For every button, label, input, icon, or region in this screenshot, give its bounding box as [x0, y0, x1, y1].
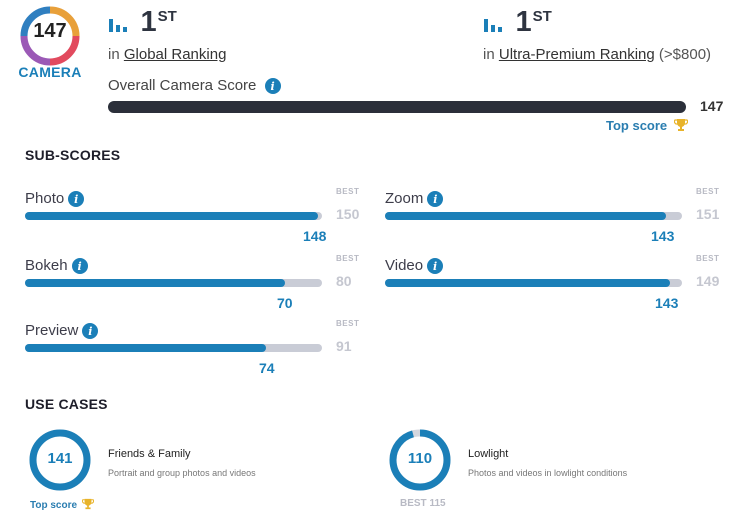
usecase-best-label: BEST 115 — [400, 498, 446, 509]
overall-score-label: Overall Camera Score i — [108, 77, 281, 95]
ranking-bars-icon — [109, 19, 127, 32]
global-rank-suffix: ST — [157, 8, 177, 25]
subscore-fill — [25, 212, 319, 220]
best-value: 149 — [696, 273, 720, 289]
subscore-value: 70 — [277, 295, 293, 311]
info-icon[interactable]: i — [427, 258, 444, 275]
info-icon[interactable]: i — [71, 258, 88, 275]
usecase-title: Lowlight — [468, 448, 509, 460]
overall-top-score: Top score — [606, 117, 688, 135]
best-value: 91 — [336, 338, 352, 354]
subscore-fill — [385, 212, 667, 220]
usecase-ring — [389, 429, 451, 491]
subscore-label-text: Photo — [25, 190, 65, 207]
global-rank: 1ST — [108, 6, 177, 39]
info-icon[interactable]: i — [264, 78, 281, 95]
trophy-icon — [673, 119, 688, 131]
subscore-value: 74 — [259, 360, 275, 376]
best-label: BEST — [696, 187, 720, 196]
subscore-label-text: Preview — [25, 322, 79, 339]
segment-rank-number: 1 — [515, 6, 532, 38]
ultra-premium-ranking-link[interactable]: Ultra-Premium Ranking — [498, 46, 655, 63]
segment-rank-prefix: in — [483, 46, 495, 63]
subscore-track — [25, 344, 322, 352]
trophy-icon — [81, 498, 94, 510]
subscore-label: Photo i — [25, 190, 85, 208]
subscore-value: 143 — [655, 295, 679, 311]
subscore-fill — [25, 344, 267, 352]
subscore-label: Preview i — [25, 322, 99, 340]
badge-label: CAMERA — [18, 64, 82, 80]
subscore-label-text: Video — [385, 257, 424, 274]
best-label: BEST — [696, 254, 720, 263]
usecase-footer: Top score — [30, 498, 94, 511]
overall-score-value: 147 — [700, 98, 724, 114]
best-value: 150 — [336, 206, 360, 222]
subscore-track — [25, 279, 322, 287]
subscore-label: Zoom i — [385, 190, 444, 208]
info-icon[interactable]: i — [82, 323, 99, 340]
subscore-label: Video i — [385, 257, 444, 275]
info-icon[interactable]: i — [427, 191, 444, 208]
subscore-track — [385, 212, 682, 220]
segment-rank: 1ST — [483, 6, 552, 39]
overall-score-label-text: Overall Camera Score — [108, 77, 257, 94]
usecase-description: Photos and videos in lowlight conditions — [468, 468, 628, 478]
usecase-ring-fill — [29, 429, 91, 491]
camera-score-badge — [20, 6, 80, 66]
usecase-top-score-label: Top score — [30, 500, 78, 511]
subscore-label-text: Zoom — [385, 190, 424, 207]
best-value: 151 — [696, 206, 720, 222]
best-label: BEST — [336, 254, 360, 263]
subscore-fill — [25, 279, 285, 287]
subscore-video: Video i 143 BEST 149 — [385, 254, 725, 317]
best-label: BEST — [336, 319, 360, 328]
usecase-score: 141 — [47, 450, 73, 467]
subscore-track — [385, 279, 682, 287]
global-rank-number: 1 — [140, 6, 157, 38]
segment-rank-suffix: ST — [532, 8, 552, 25]
global-rank-line: in Global Ranking — [108, 46, 226, 63]
usecase-description: Portrait and group photos and videos — [108, 468, 256, 478]
overall-score-bar — [108, 101, 686, 113]
best-value: 80 — [336, 273, 352, 289]
usecase-score: 110 — [407, 450, 433, 467]
subscore-label-text: Bokeh — [25, 257, 68, 274]
subscores-title: SUB-SCORES — [25, 147, 121, 163]
overall-top-score-label: Top score — [606, 118, 668, 133]
subscore-value: 148 — [303, 228, 327, 244]
subscore-label: Bokeh i — [25, 257, 88, 275]
global-rank-prefix: in — [108, 46, 120, 63]
subscore-zoom: Zoom i 143 BEST 151 — [385, 187, 725, 250]
usecases-title: USE CASES — [25, 396, 108, 412]
info-icon[interactable]: i — [68, 191, 85, 208]
subscore-track — [25, 212, 322, 220]
subscore-photo: Photo i 148 BEST 150 — [25, 187, 365, 250]
usecase-title: Friends & Family — [108, 448, 191, 460]
global-ranking-link[interactable]: Global Ranking — [123, 46, 227, 63]
subscore-fill — [385, 279, 671, 287]
segment-rank-note: (>$800) — [658, 46, 712, 63]
usecase-ring-fill — [389, 429, 451, 491]
best-label: BEST — [336, 187, 360, 196]
subscore-value: 143 — [651, 228, 675, 244]
subscore-preview: Preview i 74 BEST 91 — [25, 319, 365, 382]
usecase-ring — [29, 429, 91, 491]
subscore-bokeh: Bokeh i 70 BEST 80 — [25, 254, 365, 317]
badge-score: 147 — [33, 20, 67, 42]
segment-rank-line: in Ultra-Premium Ranking (>$800) — [483, 46, 711, 63]
ranking-bars-icon — [484, 19, 502, 32]
